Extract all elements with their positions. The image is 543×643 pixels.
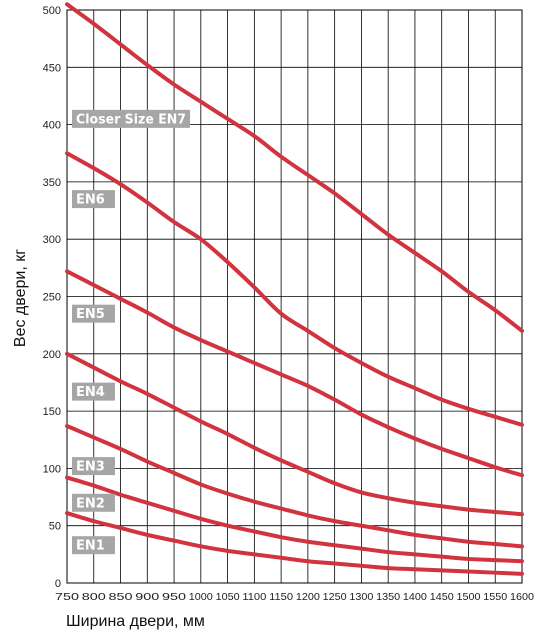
y-tick-label: 100 [43, 463, 61, 475]
x-tick-label: 850 [109, 591, 133, 603]
series-label-box [72, 109, 190, 128]
y-axis-title: Вес двери, кг [12, 249, 29, 347]
series-label-box [72, 382, 115, 401]
x-tick-label: 1250 [323, 591, 347, 603]
x-tick-label: 1400 [403, 591, 427, 603]
y-tick-label: 500 [43, 5, 61, 17]
x-tick-label: 1600 [510, 591, 534, 603]
x-tick-label: 1450 [430, 591, 454, 603]
y-tick-label: 300 [43, 234, 61, 246]
series-label-box [72, 190, 115, 209]
x-tick-label: 1000 [189, 591, 213, 603]
series-label: EN5 [76, 307, 105, 322]
series-lines [65, 2, 524, 576]
y-tick-label: 400 [43, 120, 61, 132]
series-line [65, 423, 524, 549]
x-tick-label: 1100 [242, 591, 266, 603]
series-labels: Closer Size EN7 EN6 EN5 EN4 EN3 EN2 EN1 [72, 109, 190, 555]
series-line [65, 475, 524, 564]
x-tick-label: 1150 [269, 591, 293, 603]
y-tick-label: 0 [55, 578, 61, 590]
x-axis-title: Ширина двери, мм [66, 613, 205, 630]
y-tick-label: 250 [43, 292, 61, 304]
series-label: Closer Size EN7 [76, 112, 186, 127]
series-line [65, 511, 524, 576]
series-label-box [72, 304, 115, 323]
series-label-box [72, 493, 115, 512]
x-tick-label: 950 [162, 591, 186, 603]
x-tick-label: 900 [135, 591, 159, 603]
y-tick-label: 150 [43, 406, 61, 418]
x-tick-label: 1050 [216, 591, 240, 603]
y-tick-label: 450 [43, 62, 61, 74]
x-tick-labels: 750 800 850 900 950 1000 1050 1100 1150 1200 1250 1… [55, 591, 534, 603]
x-tick-label: 1200 [296, 591, 320, 603]
x-tick-label: 1500 [456, 591, 480, 603]
series-line [65, 2, 524, 333]
x-tick-label: 1350 [376, 591, 400, 603]
y-tick-label: 200 [43, 349, 61, 361]
x-tick-label: 1300 [349, 591, 373, 603]
series-label-box [72, 457, 115, 476]
series-label-box [72, 536, 115, 555]
x-tick-label: 1550 [483, 591, 507, 603]
series-label: EN4 [76, 385, 105, 400]
grid [66, 9, 523, 584]
series-label: EN3 [76, 460, 105, 475]
series-line [65, 151, 524, 427]
series-label: EN2 [76, 496, 105, 511]
series-label: EN6 [76, 193, 105, 208]
y-tick-label: 50 [49, 521, 61, 533]
series-line [65, 269, 524, 478]
y-tick-label: 350 [43, 177, 61, 189]
series-label: EN1 [76, 539, 105, 554]
x-tick-label: 750 [55, 591, 79, 603]
y-tick-labels: 0 50 100 150 200 250 300 350 400 450 500 [43, 5, 61, 590]
x-tick-label: 800 [82, 591, 106, 603]
series-line [65, 351, 524, 517]
